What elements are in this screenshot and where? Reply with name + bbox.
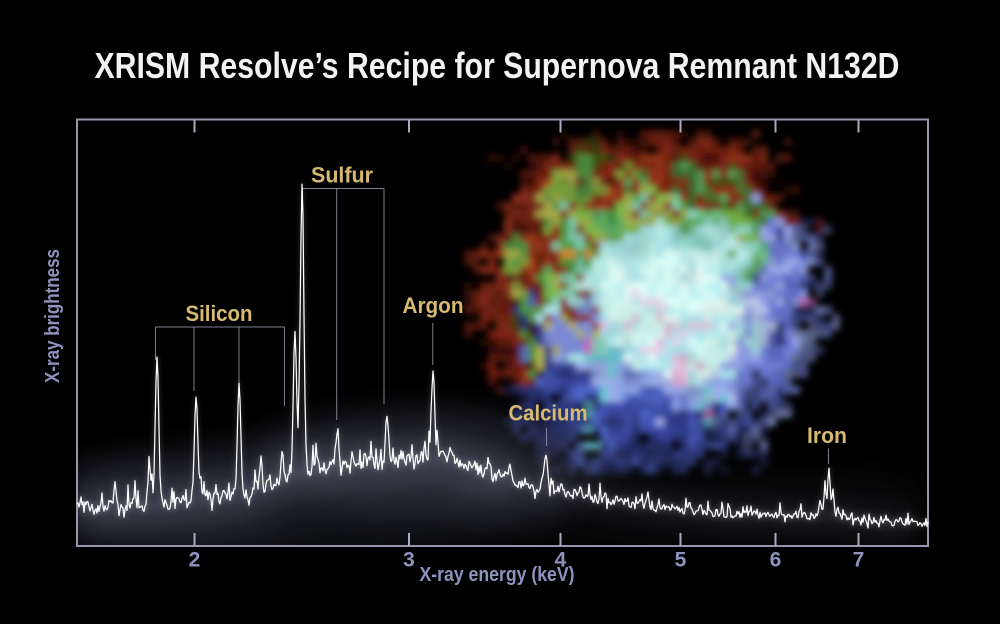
svg-text:Argon: Argon xyxy=(403,293,464,318)
svg-text:XRISM Resolve’s Recipe for Sup: XRISM Resolve’s Recipe for Supernova Rem… xyxy=(95,45,900,86)
svg-text:Calcium: Calcium xyxy=(509,401,588,426)
svg-text:X-ray energy (keV): X-ray energy (keV) xyxy=(420,564,575,586)
svg-text:X-ray brightness: X-ray brightness xyxy=(42,249,64,383)
svg-text:4: 4 xyxy=(555,549,567,572)
svg-text:2: 2 xyxy=(189,549,201,572)
svg-text:Iron: Iron xyxy=(807,423,847,448)
svg-text:7: 7 xyxy=(853,549,865,572)
svg-text:5: 5 xyxy=(675,549,687,572)
svg-text:3: 3 xyxy=(403,549,415,572)
svg-text:6: 6 xyxy=(770,549,782,572)
svg-text:Silicon: Silicon xyxy=(186,301,253,326)
svg-text:Sulfur: Sulfur xyxy=(311,163,373,188)
